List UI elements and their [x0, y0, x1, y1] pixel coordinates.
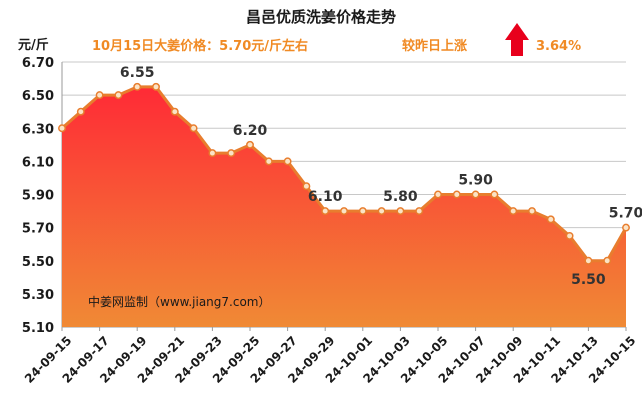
data-point [603, 256, 612, 265]
data-point [246, 140, 254, 149]
data-point [189, 124, 198, 133]
data-point [76, 107, 85, 116]
data-point [471, 190, 480, 199]
change-value: 3.64% [536, 39, 581, 54]
y-tick-labels: 5.10 5.30 5.50 5.70 5.90 6.10 6.30 6.50 6.70 [22, 56, 54, 336]
x-tick-labels: 24-09-1524-09-1724-09-1924-09-2124-09-23… [22, 327, 638, 386]
y-tick-label: 5.10 [22, 321, 54, 336]
data-label: 5.80 [383, 189, 418, 205]
y-tick-label: 6.50 [22, 89, 54, 104]
data-point [264, 157, 273, 166]
chart-title: 昌邑优质洗姜价格走势 [246, 8, 396, 26]
y-tick-label: 5.70 [22, 222, 54, 237]
data-point [152, 82, 160, 91]
data-label: 5.70 [609, 206, 642, 222]
data-point [170, 107, 179, 116]
up-arrow-icon [505, 23, 529, 56]
area-fill [62, 86, 626, 327]
data-point [377, 207, 386, 216]
change-label: 较昨日上涨 [402, 38, 467, 54]
data-point [340, 207, 348, 216]
data-labels: 6.55 6.20 6.10 5.80 5.90 5.50 5.70 [120, 65, 642, 288]
source-note: 中姜网监制（www.jiang7.com） [88, 294, 270, 309]
data-point [283, 157, 292, 166]
data-point [584, 256, 593, 265]
data-point [227, 149, 236, 158]
data-point [208, 149, 217, 158]
area-series [61, 85, 628, 327]
data-label: 6.10 [308, 189, 343, 205]
y-tick-label: 5.50 [22, 255, 54, 270]
y-tick-label: 5.90 [22, 189, 54, 204]
data-point [114, 91, 123, 100]
data-point [415, 207, 424, 216]
y-tick-label: 6.70 [22, 56, 54, 71]
data-point [358, 207, 367, 216]
price-info: 10月15日大姜价格：5.70元/斤左右 [92, 38, 308, 54]
data-label: 6.55 [120, 65, 155, 81]
data-point [452, 190, 461, 199]
data-point [396, 207, 405, 216]
data-point [95, 91, 104, 100]
data-point [565, 231, 574, 240]
data-point [133, 82, 142, 91]
data-point [302, 182, 311, 191]
data-point [434, 190, 442, 199]
y-tick-label: 6.30 [22, 122, 54, 137]
data-point [321, 207, 330, 216]
y-tick-label: 5.30 [22, 288, 54, 303]
data-label: 6.20 [233, 123, 268, 139]
data-point [490, 190, 499, 199]
data-label: 5.50 [571, 272, 606, 288]
data-point [546, 215, 555, 224]
y-axis-unit: 元/斤 [18, 37, 49, 53]
y-tick-label: 6.10 [22, 155, 54, 170]
point-markers [58, 82, 630, 265]
data-point [528, 207, 536, 216]
data-label: 5.90 [458, 173, 493, 189]
data-point [58, 124, 66, 133]
data-point [509, 207, 518, 216]
data-point [622, 223, 630, 232]
